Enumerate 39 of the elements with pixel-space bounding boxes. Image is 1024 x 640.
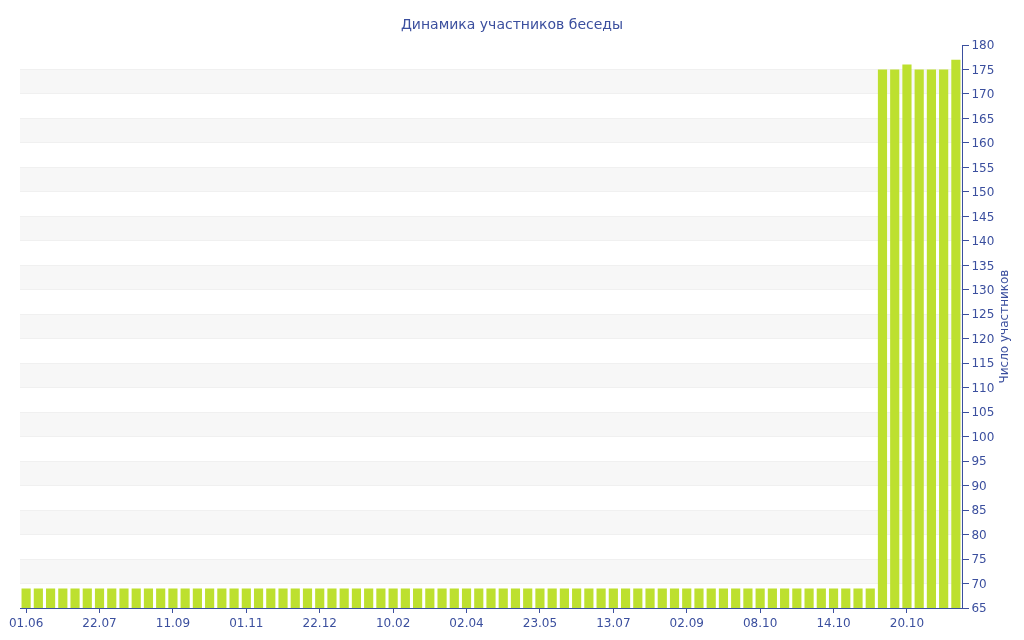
x-tick-label: 10.02 xyxy=(375,616,411,631)
y-tick-label: 160 xyxy=(971,136,995,151)
y-tick-label: 115 xyxy=(971,356,995,371)
y-tick-label: 105 xyxy=(971,405,995,420)
x-tick-label: 02.09 xyxy=(669,616,704,631)
y-tick-label: 120 xyxy=(971,331,995,346)
y-tick-label: 70 xyxy=(971,576,987,591)
x-tick-label: 23.05 xyxy=(522,616,558,631)
y-axis-title: Число участников xyxy=(997,269,1012,384)
x-tick-label: 02.04 xyxy=(449,616,484,631)
y-tick-label: 175 xyxy=(971,62,995,77)
x-tick-label: 11.09 xyxy=(155,616,191,631)
y-tick-label: 65 xyxy=(971,601,987,616)
y-tick-label: 100 xyxy=(971,429,995,444)
chart-title: Динамика участников беседы xyxy=(400,16,624,32)
y-tick-label: 90 xyxy=(971,478,987,493)
x-tick-label: 14.10 xyxy=(816,616,851,631)
y-tick-label: 145 xyxy=(971,209,995,224)
y-tick-label: 80 xyxy=(971,527,987,542)
x-tick-label: 08.10 xyxy=(742,616,778,631)
y-tick-label: 150 xyxy=(971,185,995,200)
x-tick-label: 01.06 xyxy=(8,616,44,631)
y-tick-label: 125 xyxy=(971,307,995,322)
y-tick-label: 130 xyxy=(971,282,995,297)
x-tick-label: 22.07 xyxy=(82,616,117,631)
x-tick-label: 01.11 xyxy=(229,616,264,631)
y-tick-label: 110 xyxy=(971,380,995,395)
y-tick-label: 135 xyxy=(971,258,995,273)
y-tick-label: 95 xyxy=(971,454,987,469)
x-tick-label: 13.07 xyxy=(596,616,631,631)
y-tick-label: 180 xyxy=(971,38,995,53)
y-tick-label: 85 xyxy=(971,503,987,518)
y-tick-label: 170 xyxy=(971,87,995,102)
y-tick-label: 155 xyxy=(971,160,995,175)
x-tick-label: 22.12 xyxy=(302,616,337,631)
y-tick-label: 165 xyxy=(971,111,995,126)
y-tick-label: 75 xyxy=(971,552,987,567)
x-tick-label: 20.10 xyxy=(889,616,925,631)
y-tick-label: 140 xyxy=(971,234,995,249)
